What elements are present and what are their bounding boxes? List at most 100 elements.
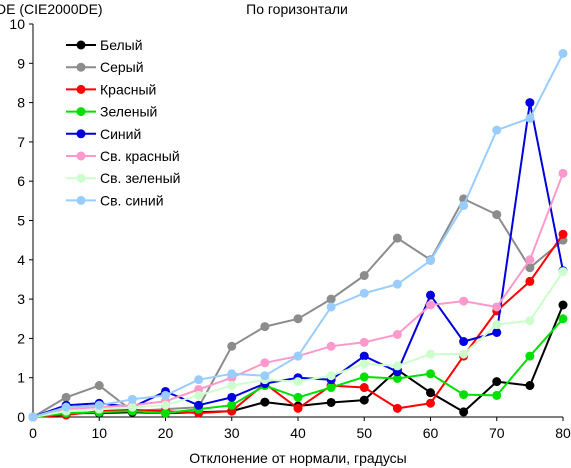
legend-swatch-marker	[76, 195, 86, 205]
data-point	[459, 296, 469, 306]
data-point	[492, 377, 502, 387]
data-point	[227, 369, 237, 379]
data-point	[359, 271, 369, 281]
data-point	[260, 358, 270, 368]
data-point	[558, 229, 568, 239]
data-point	[426, 388, 435, 398]
data-point	[359, 288, 369, 298]
y-tick-label: 7	[17, 134, 25, 150]
legend-label: Св. красный	[100, 148, 180, 164]
data-point	[194, 375, 204, 385]
legend-label: Белый	[100, 37, 143, 53]
y-tick-label: 5	[17, 213, 25, 229]
data-point	[459, 201, 469, 211]
legend-swatch-marker	[76, 40, 86, 50]
data-point	[525, 351, 535, 361]
data-point	[492, 390, 502, 400]
y-axis-label: DE (CIE2000DE)	[0, 1, 103, 17]
data-point	[459, 407, 469, 417]
x-tick-label: 10	[91, 425, 107, 441]
data-point	[61, 392, 71, 402]
x-tick-label: 0	[29, 425, 37, 441]
y-tick-label: 10	[9, 16, 25, 32]
axes: 0 1 2 3 4 5 6 7 8 9 10 0 10 20 30 40 50 60 70 80	[9, 16, 571, 441]
data-point	[525, 316, 535, 326]
data-point	[392, 329, 402, 339]
data-point	[392, 373, 402, 383]
legend-swatch-marker	[76, 84, 86, 94]
legend-swatch-marker	[76, 62, 86, 72]
y-tick-label: 9	[17, 55, 25, 71]
legend-swatch-marker	[76, 107, 86, 117]
data-point	[459, 390, 469, 400]
series-Синий	[28, 98, 568, 422]
data-point	[260, 322, 270, 332]
data-point	[326, 341, 336, 351]
data-point	[359, 351, 369, 361]
legend-label: Св. синий	[100, 192, 164, 208]
x-tick-label: 70	[489, 425, 505, 441]
x-tick-label: 40	[290, 425, 306, 441]
data-point	[326, 397, 336, 407]
data-point	[558, 267, 568, 277]
legend-label: Зеленый	[100, 104, 157, 120]
data-point	[392, 403, 402, 413]
data-point	[492, 328, 502, 338]
data-point	[492, 320, 502, 330]
legend-swatch-marker	[76, 151, 86, 161]
y-tick-label: 6	[17, 173, 25, 189]
legend-label: Синий	[100, 126, 141, 142]
legend-entry: Серый	[66, 59, 144, 75]
data-point	[161, 400, 170, 410]
data-point	[293, 392, 303, 402]
data-point	[492, 210, 502, 220]
data-point	[392, 233, 402, 243]
series-Св. синий	[28, 48, 568, 422]
legend-swatch-marker	[76, 129, 86, 139]
data-point	[293, 351, 303, 361]
y-tick-label: 8	[17, 95, 25, 111]
data-point	[426, 300, 435, 310]
y-tick-label: 4	[17, 252, 25, 268]
data-point	[293, 403, 303, 413]
data-point	[492, 302, 502, 312]
data-point	[392, 361, 402, 371]
legend-entry: Зеленый	[66, 104, 157, 120]
data-point	[426, 256, 435, 266]
data-point	[28, 412, 38, 422]
data-point	[326, 383, 336, 393]
data-point	[525, 98, 535, 108]
series-Серый	[28, 194, 568, 422]
data-point	[94, 400, 104, 410]
series-Св. зеленый	[28, 267, 568, 422]
data-point	[127, 394, 137, 404]
data-point	[426, 290, 435, 300]
x-tick-label: 60	[423, 425, 439, 441]
data-point	[525, 381, 535, 391]
data-point	[227, 392, 237, 402]
data-point	[426, 369, 435, 379]
data-point	[359, 395, 369, 405]
x-tick-label: 80	[555, 425, 571, 441]
data-point	[127, 402, 137, 412]
data-point	[326, 302, 336, 312]
legend-label: Св. зеленый	[100, 170, 180, 186]
data-point	[359, 383, 369, 393]
legend-entry: Красный	[66, 81, 156, 97]
data-point	[227, 341, 237, 351]
legend-entry: Св. зеленый	[66, 170, 180, 186]
data-point	[426, 349, 435, 359]
data-point	[459, 337, 469, 347]
data-point	[492, 125, 502, 135]
x-tick-label: 50	[356, 425, 372, 441]
data-point	[558, 314, 568, 324]
data-point	[293, 314, 303, 324]
data-point	[94, 381, 104, 391]
legend-label: Серый	[100, 59, 144, 75]
data-point	[359, 337, 369, 347]
data-point	[392, 279, 402, 289]
data-point	[161, 408, 170, 418]
y-tick-label: 2	[17, 330, 25, 346]
data-point	[359, 372, 369, 382]
